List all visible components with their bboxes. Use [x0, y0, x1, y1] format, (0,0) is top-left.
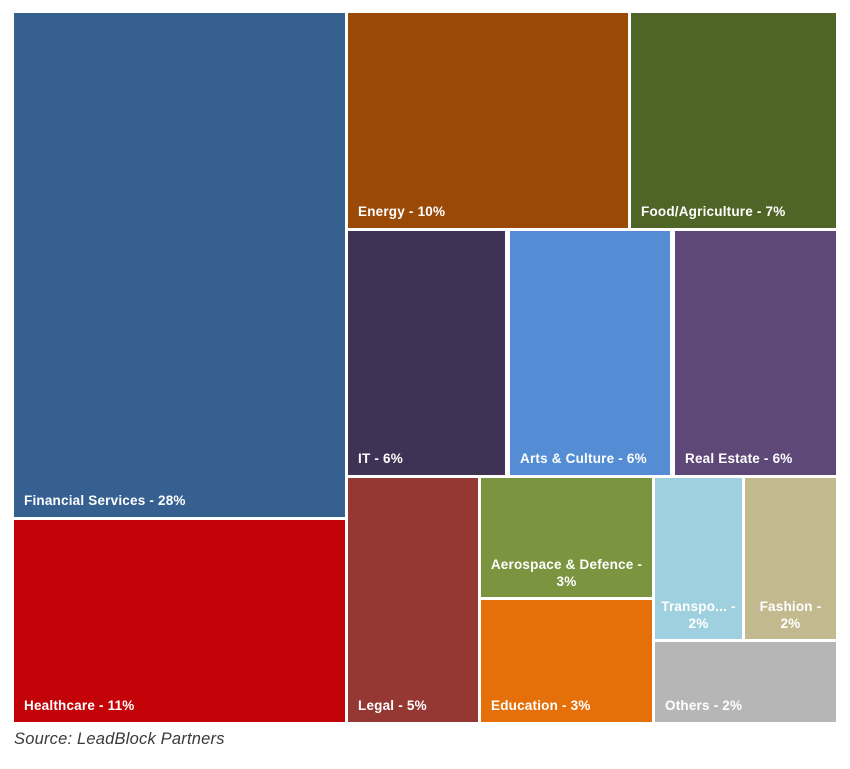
treemap-tile-education[interactable]: Education - 3% — [481, 600, 652, 722]
treemap-tile-it[interactable]: IT - 6% — [348, 231, 505, 475]
treemap-tile-legal[interactable]: Legal - 5% — [348, 478, 478, 722]
tile-label-education: Education - 3% — [491, 698, 591, 714]
treemap-tile-real-estate[interactable]: Real Estate - 6% — [675, 231, 836, 475]
treemap-tile-arts-culture[interactable]: Arts & Culture - 6% — [510, 231, 670, 475]
treemap-tile-transpo[interactable]: Transpo... - 2% — [655, 478, 742, 639]
tile-label-aerospace-defence: Aerospace & Defence - 3% — [490, 556, 643, 590]
treemap-tile-aerospace-defence[interactable]: Aerospace & Defence - 3% — [481, 478, 652, 597]
treemap-tile-others[interactable]: Others - 2% — [655, 642, 836, 722]
tile-label-fashion: Fashion - 2% — [759, 598, 822, 632]
tile-label-food-agriculture: Food/Agriculture - 7% — [641, 204, 786, 220]
treemap-tile-energy[interactable]: Energy - 10% — [348, 13, 628, 228]
tile-label-energy: Energy - 10% — [358, 204, 446, 220]
tile-label-financial-services: Financial Services - 28% — [24, 493, 186, 509]
tile-label-healthcare: Healthcare - 11% — [24, 698, 135, 714]
tile-label-it: IT - 6% — [358, 451, 403, 467]
source-attribution: Source: LeadBlock Partners — [14, 730, 225, 748]
treemap-tile-financial-services[interactable]: Financial Services - 28% — [14, 13, 345, 517]
tile-label-arts-culture: Arts & Culture - 6% — [520, 451, 647, 467]
tile-label-others: Others - 2% — [665, 698, 743, 714]
treemap-tile-fashion[interactable]: Fashion - 2% — [745, 478, 836, 639]
tile-label-real-estate: Real Estate - 6% — [685, 451, 793, 467]
tile-label-legal: Legal - 5% — [358, 698, 427, 714]
treemap-tile-food-agriculture[interactable]: Food/Agriculture - 7% — [631, 13, 836, 228]
tile-label-transpo: Transpo... - 2% — [661, 598, 736, 632]
treemap-tile-healthcare[interactable]: Healthcare - 11% — [14, 520, 345, 722]
